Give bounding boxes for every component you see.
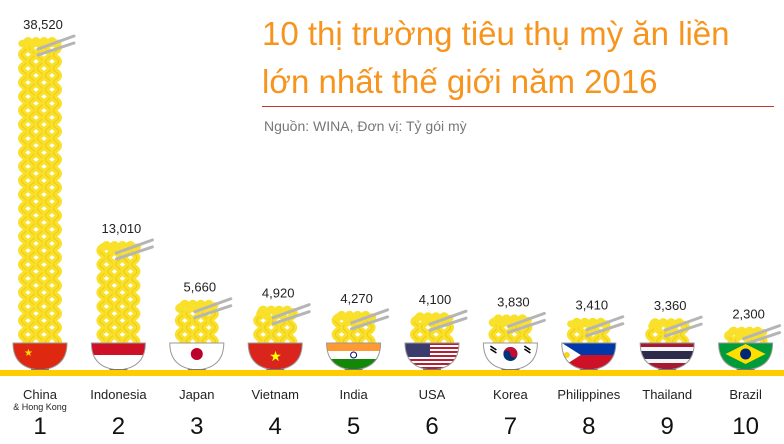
rank-label: 5 [347,413,360,440]
chopsticks-icon [428,309,468,332]
rank-label: 7 [504,413,517,440]
chart-subtitle: Nguồn: WINA, Đơn vị: Tỷ gói mỳ [264,118,467,134]
rank-label: 6 [425,413,438,440]
value-label: 3,410 [576,298,609,313]
noodle-top [99,241,138,258]
category-label: Philippines [557,387,620,402]
noodle-top [569,317,608,334]
value-label: 3,360 [654,298,687,313]
category-label: Vietnam [251,387,298,402]
rank-label: 2 [112,413,125,440]
noodle-top [413,312,451,329]
chopsticks-icon [506,311,546,334]
noodle-top [256,305,295,322]
chopsticks-icon [271,303,311,326]
chopsticks-icon [193,297,233,320]
category-label: China [23,387,58,402]
category-label: Korea [493,387,528,402]
noodle-bar [18,37,62,349]
chopsticks-icon [663,315,703,338]
category-label: Japan [179,387,214,402]
value-label: 5,660 [184,280,217,295]
noodle-top [21,37,59,54]
category-label: Brazil [729,387,762,402]
category-sublabel: & Hong Kong [13,402,67,412]
chart-baseline [0,370,784,376]
chopsticks-icon [585,315,625,338]
indonesia-flag-bowl-icon [90,342,146,371]
noodle-top [491,314,530,331]
thailand-flag-bowl-icon [639,342,695,371]
value-label: 13,010 [102,221,142,236]
chart-title-line-1: 10 thị trường tiêu thụ mỳ ăn liền [262,15,730,52]
brazil-flag-bowl-icon [718,342,774,371]
rank-label: 4 [269,413,282,440]
value-label: 4,100 [419,292,452,307]
rank-label: 1 [33,413,46,440]
chopsticks-icon [36,34,76,57]
rank-label: 8 [582,413,595,440]
value-label: 38,520 [23,17,63,32]
noodle-bar [174,299,219,349]
value-label: 3,830 [497,294,530,309]
category-label: Indonesia [90,387,147,402]
value-label: 4,270 [340,291,373,306]
china-flag-bowl-icon: ★ [12,342,68,371]
usa-flag-bowl-icon [404,342,460,371]
chart-title-line-2: lớn nhất thế giới năm 2016 [262,63,658,100]
noodle-top [648,318,687,335]
noodle-bar [253,305,298,349]
rank-label: 10 [732,413,759,440]
title-divider [262,106,774,107]
category-label: India [339,387,368,402]
korea-flag-bowl-icon [482,342,538,371]
category-label: USA [419,387,446,402]
philippines-flag-bowl-icon [561,342,617,371]
category-label: Thailand [642,387,692,402]
noodle-top [726,326,765,343]
value-label: 2,300 [732,307,765,322]
rank-label: 9 [661,413,674,440]
svg-text:★: ★ [24,348,33,359]
chopsticks-icon [114,238,154,261]
japan-flag-bowl-icon [169,342,225,371]
svg-text:★: ★ [269,349,282,365]
noodle-top [177,299,216,316]
value-label: 4,920 [262,286,295,301]
noodle-top [334,310,373,327]
chopsticks-icon [350,308,390,331]
vietnam-flag-bowl-icon: ★ [247,342,303,371]
rank-label: 3 [190,413,203,440]
india-flag-bowl-icon [326,342,382,371]
